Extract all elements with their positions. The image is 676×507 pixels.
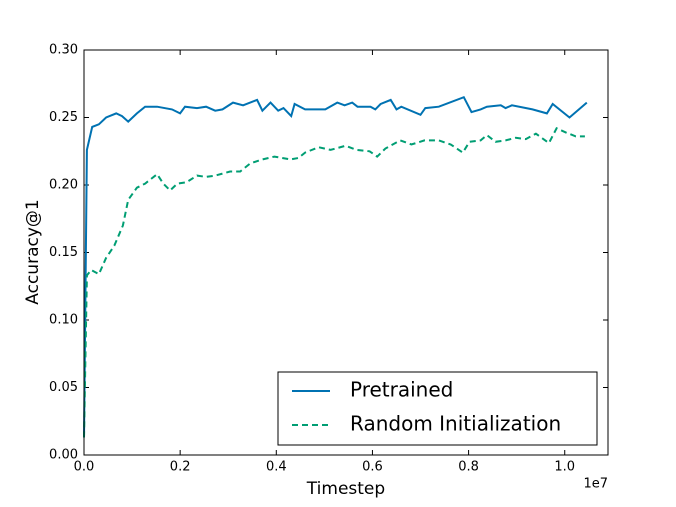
y-tick-label: 0.05: [49, 380, 78, 395]
line-series: [83, 127, 585, 438]
legend-label: Random Initialization: [350, 412, 561, 436]
y-tick-label: 0.30: [49, 43, 78, 58]
y-tick-label: 0.15: [49, 245, 78, 260]
x-axis-label: Timestep: [306, 479, 385, 499]
x-tick-label: 0.4: [266, 460, 287, 475]
y-tick-label: 0.25: [49, 110, 78, 125]
y-axis-label: Accuracy@1: [23, 199, 43, 304]
y-tick-label: 0.10: [49, 313, 78, 328]
legend-box: [277, 371, 598, 446]
x-tick-label: 0.0: [74, 460, 95, 475]
legend-label: Pretrained: [350, 378, 453, 402]
x-tick-label: 1.0: [554, 460, 575, 475]
y-tick-label: 0.00: [49, 448, 78, 463]
x-tick-label: 0.8: [458, 460, 479, 475]
x-tick-label: 0.2: [170, 460, 191, 475]
plot-frame: [83, 49, 609, 456]
x-offset-label: 1e7: [583, 477, 608, 492]
y-tick-label: 0.20: [49, 178, 78, 193]
x-tick-label: 0.6: [362, 460, 383, 475]
line-series: [83, 95, 588, 438]
